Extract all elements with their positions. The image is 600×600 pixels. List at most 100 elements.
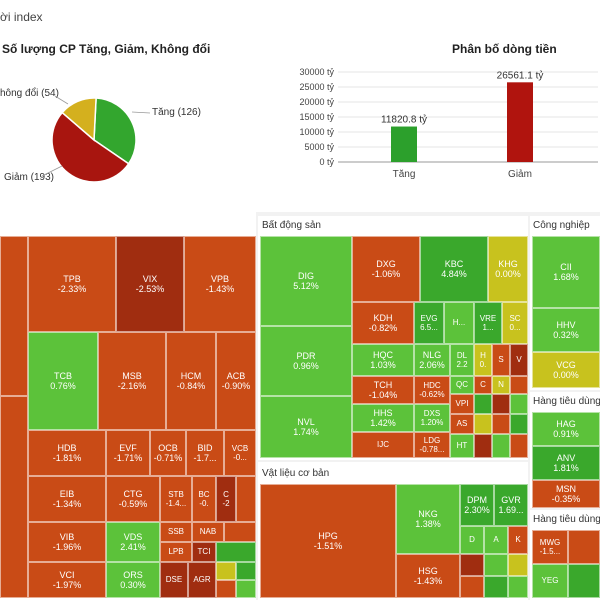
cell-nkg[interactable]: NKG 1.38% [396,484,460,554]
cell-ht[interactable]: HT [450,434,474,458]
cell-nab[interactable]: NAB [192,522,224,542]
cell-as[interactable]: AS [450,414,474,434]
cell-vci[interactable]: VCI -1.97% [28,562,106,598]
cell-a[interactable]: A [484,526,508,554]
cell-msn[interactable]: MSN -0.35% [532,480,600,508]
cell-nvl[interactable]: NVL 1.74% [260,396,352,458]
cell-lpb[interactable]: LPB [160,542,192,562]
cell-qc[interactable]: QC [450,376,474,394]
cell-vib[interactable]: VIB -1.96% [28,522,106,562]
cell-nlg[interactable]: NLG 2.06% [414,344,450,376]
cell-vcb[interactable]: VCB -0... [224,430,256,476]
cell-unlabeled[interactable] [0,236,28,396]
cell-bc[interactable]: BC -0. [192,476,216,522]
cell-mwg[interactable]: MWG -1.5... [532,530,568,564]
cell-ctg[interactable]: CTG -0.59% [106,476,160,522]
cell-vre[interactable]: VRE 1... [474,302,502,344]
cell-unlabeled[interactable] [508,554,528,576]
cell-pdr[interactable]: PDR 0.96% [260,326,352,396]
cell-unlabeled[interactable] [510,414,528,434]
cell-unlabeled[interactable] [460,576,484,598]
cell-hag[interactable]: HAG 0.91% [532,412,600,446]
cell-hdb[interactable]: HDB -1.81% [28,430,106,476]
cell-n[interactable]: N [492,376,510,394]
pie-slice-flat[interactable] [61,97,97,142]
pie-slice-up[interactable] [93,97,137,165]
cell-ldg[interactable]: LDG -0.78... [414,432,450,458]
cell-stb[interactable]: STB -1.4... [160,476,192,522]
cell-sc[interactable]: SC 0... [502,302,528,344]
cell-hhs[interactable]: HHS 1.42% [352,404,414,432]
cell-hdc[interactable]: HDC -0.62% [414,376,450,404]
cell-unlabeled[interactable] [216,542,256,562]
pie-slice-down[interactable] [51,111,130,183]
cell-unlabeled[interactable] [224,522,256,542]
cell-ors[interactable]: ORS 0.30% [106,562,160,598]
cell-kdh[interactable]: KDH -0.82% [352,302,414,344]
cell-unlabeled[interactable] [236,562,256,580]
cell-c2[interactable]: C [474,376,492,394]
cell-ssb[interactable]: SSB [160,522,192,542]
cell-c[interactable]: C -2 [216,476,236,522]
cell-eib[interactable]: EIB -1.34% [28,476,106,522]
cell-anv[interactable]: ANV 1.81% [532,446,600,480]
cell-gvr[interactable]: GVR 1.69... [494,484,528,526]
cell-khg[interactable]: KHG 0.00% [488,236,528,302]
cell-acb[interactable]: ACB -0.90% [216,332,256,430]
cell-s[interactable]: S [492,344,510,376]
cell-unlabeled[interactable] [568,530,600,564]
cell-msb[interactable]: MSB -2.16% [98,332,166,430]
cell-k[interactable]: K [508,526,528,554]
cell-ijc[interactable]: IJC [352,432,414,458]
cell-tpb[interactable]: TPB -2.33% [28,236,116,332]
cell-cii[interactable]: CII 1.68% [532,236,600,308]
cell-v[interactable]: V [510,344,528,376]
cell-h2[interactable]: H 0. [474,344,492,376]
cell-unlabeled[interactable] [0,396,28,598]
cell-vix[interactable]: VIX -2.53% [116,236,184,332]
cell-unlabeled[interactable] [510,434,528,458]
cell-tcb[interactable]: TCB 0.76% [28,332,98,430]
cell-vds[interactable]: VDS 2.41% [106,522,160,562]
cell-hcm[interactable]: HCM -0.84% [166,332,216,430]
cell-agr[interactable]: AGR [188,562,216,598]
cell-hpg[interactable]: HPG -1.51% [260,484,396,598]
cell-unlabeled[interactable] [492,394,510,414]
cell-hqc[interactable]: HQC 1.03% [352,344,414,376]
cell-dse[interactable]: DSE [160,562,188,598]
cell-dl[interactable]: DL 2.2 [450,344,474,376]
cell-dpm[interactable]: DPM 2.30% [460,484,494,526]
cell-unlabeled[interactable] [216,562,236,580]
cell-unlabeled[interactable] [484,576,508,598]
cell-dxg[interactable]: DXG -1.06% [352,236,420,302]
cell-dxs[interactable]: DXS 1.20% [414,404,450,432]
cell-unlabeled[interactable] [492,434,510,458]
cell-unlabeled[interactable] [484,554,508,576]
cell-d[interactable]: D [460,526,484,554]
cell-bid[interactable]: BID -1.7... [186,430,224,476]
cell-tci[interactable]: TCI [192,542,216,562]
cell-evg[interactable]: EVG 6.5... [414,302,444,344]
cell-ocb[interactable]: OCB -0.71% [150,430,186,476]
cell-vpi[interactable]: VPI [450,394,474,414]
cell-unlabeled[interactable] [510,376,528,394]
cell-hsg[interactable]: HSG -1.43% [396,554,460,598]
cell-h[interactable]: H... [444,302,474,344]
cell-unlabeled[interactable] [236,580,256,598]
cell-unlabeled[interactable] [236,476,256,522]
bar-up[interactable] [391,126,417,162]
cell-unlabeled[interactable] [474,434,492,458]
cell-unlabeled[interactable] [216,580,236,598]
cell-unlabeled[interactable] [510,394,528,414]
cell-vcg[interactable]: VCG 0.00% [532,352,600,388]
cell-unlabeled[interactable] [460,554,484,576]
cell-dig[interactable]: DIG 5.12% [260,236,352,326]
cell-kbc[interactable]: KBC 4.84% [420,236,488,302]
cell-unlabeled[interactable] [568,564,600,598]
cell-unlabeled[interactable] [474,394,492,414]
cell-unlabeled[interactable] [474,414,492,434]
cell-hhv[interactable]: HHV 0.32% [532,308,600,352]
cell-yeg[interactable]: YEG [532,564,568,598]
cell-tch[interactable]: TCH -1.04% [352,376,414,404]
cell-unlabeled[interactable] [508,576,528,598]
